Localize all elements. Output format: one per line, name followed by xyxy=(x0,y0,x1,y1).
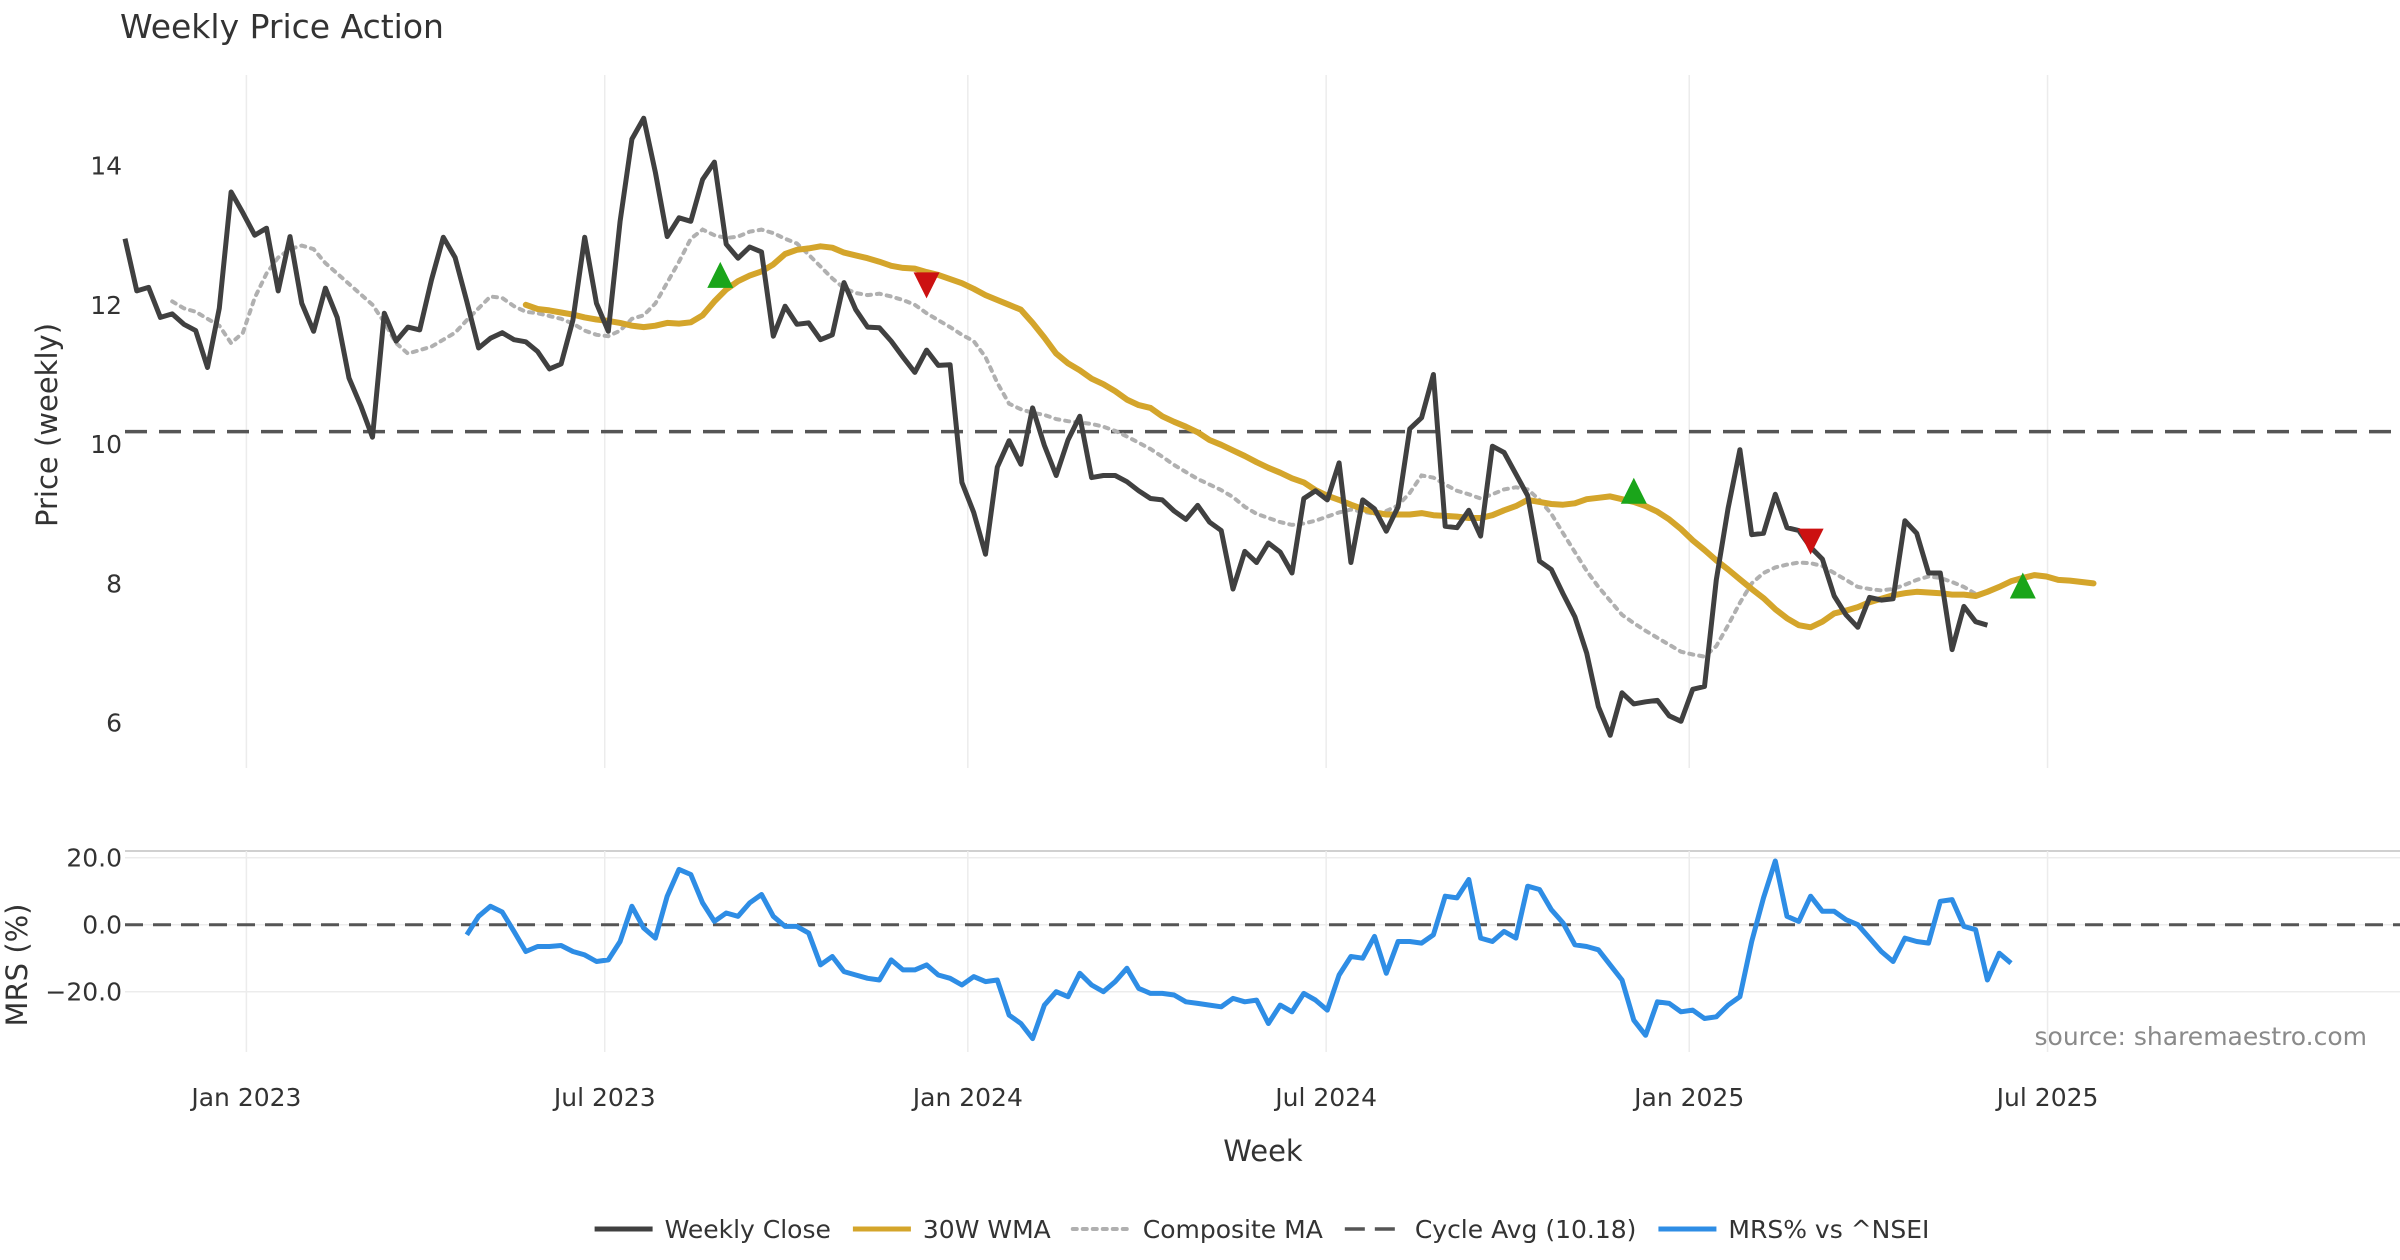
x-tick-label: Jan 2025 xyxy=(1632,1083,1744,1112)
mrs-y-tick-label: 0.0 xyxy=(82,911,122,940)
legend-label: 30W WMA xyxy=(923,1215,1051,1244)
legend-label: MRS% vs ^NSEI xyxy=(1728,1215,1929,1244)
legend: Weekly Close 30W WMA Composite MA Cycle Avg… xyxy=(594,1215,1929,1244)
x-tick-label: Jul 2024 xyxy=(1273,1083,1377,1112)
composite-ma-line xyxy=(170,227,1978,659)
x-tick-label: Jan 2023 xyxy=(189,1083,301,1112)
price-y-tick-label: 14 xyxy=(90,152,122,181)
price-y-tick-label: 12 xyxy=(90,291,122,320)
price-y-tick-label: 6 xyxy=(106,709,122,738)
x-tick-label: Jul 2023 xyxy=(552,1083,656,1112)
mrs-y-tick-label: −20.0 xyxy=(45,978,122,1007)
price-y-ticks: 6 8 10 12 14 xyxy=(90,152,122,738)
trade-signals xyxy=(707,261,2036,599)
price-panel-grid xyxy=(245,75,2049,768)
mrs-y-tick-label: 20.0 xyxy=(66,844,122,873)
sell-signal-marker xyxy=(1797,528,1824,555)
legend-label: Weekly Close xyxy=(665,1215,831,1244)
weekly-close-line xyxy=(122,115,1989,738)
mrs-y-ticks: 20.0 0.0 −20.0 xyxy=(45,844,122,1007)
wma-30w-line xyxy=(522,243,2097,631)
mrs-line xyxy=(464,858,2013,1042)
price-y-tick-label: 8 xyxy=(106,569,122,598)
legend-label: Cycle Avg (10.18) xyxy=(1415,1215,1637,1244)
mrs-y-axis-label: MRS (%) xyxy=(0,904,34,1027)
x-axis-ticks: Jan 2023 Jul 2023 Jan 2024 Jul 2024 Jan 2025… xyxy=(189,1083,2098,1112)
price-y-tick-label: 10 xyxy=(90,430,122,459)
x-tick-label: Jan 2024 xyxy=(911,1083,1023,1112)
chart-title: Weekly Price Action xyxy=(120,7,444,46)
buy-signal-marker xyxy=(1620,477,1647,504)
x-axis-label: Week xyxy=(1223,1134,1303,1168)
buy-signal-marker xyxy=(2009,572,2036,599)
legend-label: Composite MA xyxy=(1143,1215,1323,1244)
buy-signal-marker xyxy=(707,261,734,288)
price-y-axis-label: Price (weekly) xyxy=(30,323,64,527)
sell-signal-marker xyxy=(913,272,940,299)
x-tick-label: Jul 2025 xyxy=(1995,1083,2099,1112)
source-credit: source: sharemaestro.com xyxy=(2035,1022,2368,1051)
